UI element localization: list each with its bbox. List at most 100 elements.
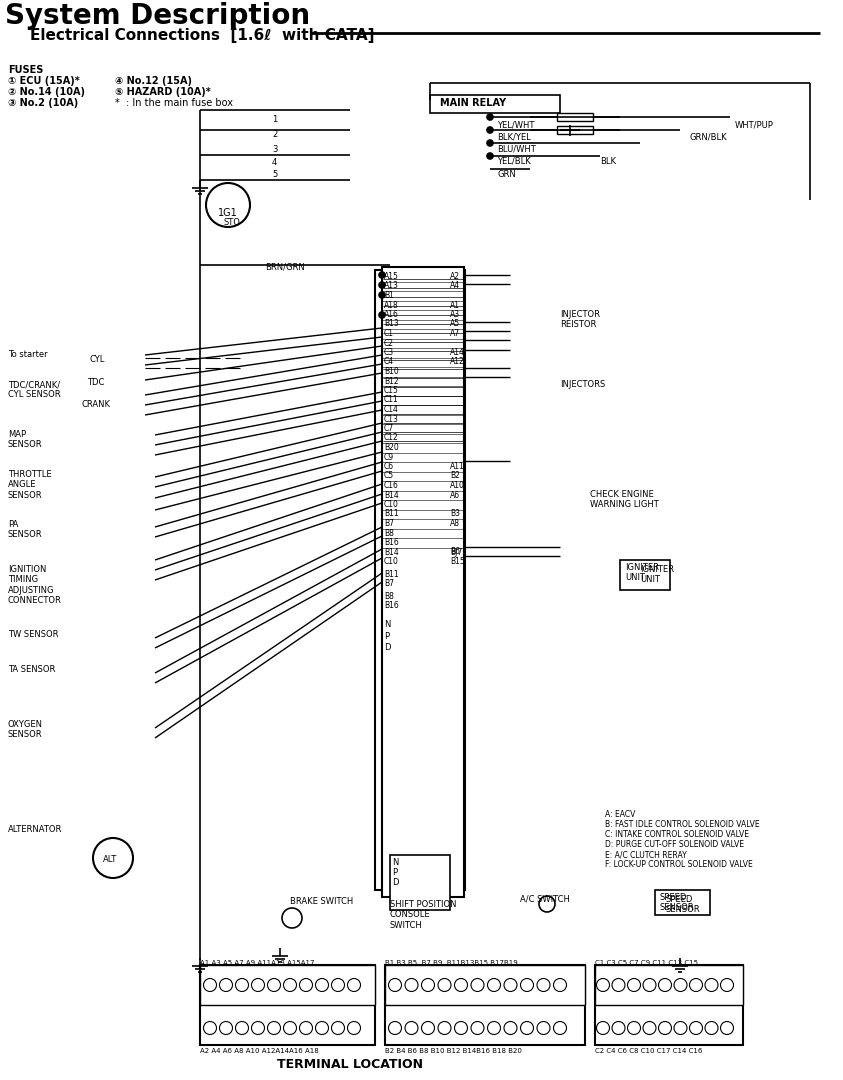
Text: 1G1: 1G1 — [218, 208, 238, 218]
Text: A18: A18 — [384, 300, 399, 310]
Text: B16: B16 — [384, 600, 399, 610]
Text: N: N — [392, 858, 399, 867]
Text: A: EACV: A: EACV — [605, 810, 636, 819]
Text: WHT/PUP: WHT/PUP — [735, 120, 774, 129]
Text: B14: B14 — [384, 548, 399, 557]
Text: B8: B8 — [384, 592, 394, 600]
Text: THROTTLE
ANGLE
SENSOR: THROTTLE ANGLE SENSOR — [8, 470, 51, 500]
Text: P: P — [392, 868, 397, 877]
Text: C1 C3 C5 C7 C9 C11 C13 C15: C1 C3 C5 C7 C9 C11 C13 C15 — [595, 960, 698, 966]
Text: YEL/WHT: YEL/WHT — [497, 120, 534, 129]
Text: C5: C5 — [384, 472, 395, 481]
Text: TERMINAL LOCATION: TERMINAL LOCATION — [277, 1058, 423, 1071]
Text: A16: A16 — [384, 310, 399, 319]
Text: C6: C6 — [384, 462, 395, 471]
Text: B3: B3 — [450, 510, 460, 518]
Text: IGNITER
UNIT: IGNITER UNIT — [625, 563, 659, 582]
Text: B1 B3 B5  B7 B9  B11B13B15 B17B19: B1 B3 B5 B7 B9 B11B13B15 B17B19 — [385, 960, 518, 966]
Text: PA
SENSOR: PA SENSOR — [8, 519, 43, 539]
Text: MAIN RELAY: MAIN RELAY — [440, 98, 506, 108]
Bar — [557, 113, 593, 121]
Text: GRN/BLK: GRN/BLK — [690, 133, 728, 141]
Text: YEL/BLK: YEL/BLK — [497, 157, 531, 166]
Text: A15: A15 — [384, 272, 399, 281]
Text: A8: A8 — [450, 519, 460, 528]
Bar — [390, 855, 450, 910]
Text: C15: C15 — [384, 386, 399, 395]
Text: A3: A3 — [450, 310, 460, 319]
Text: Electrical Connections  [1.6ℓ  with CATA]: Electrical Connections [1.6ℓ with CATA] — [30, 28, 374, 43]
Text: A14: A14 — [450, 348, 464, 357]
Text: B7: B7 — [384, 519, 394, 528]
Text: CYL: CYL — [90, 355, 105, 364]
Text: BLK: BLK — [600, 157, 616, 166]
Text: A13: A13 — [384, 282, 399, 291]
Text: *  : In the main fuse box: * : In the main fuse box — [115, 98, 233, 108]
Text: 4: 4 — [272, 158, 277, 167]
Bar — [655, 890, 710, 915]
Bar — [385, 966, 585, 1045]
Text: A/C SWITCH: A/C SWITCH — [520, 895, 570, 904]
Text: A12: A12 — [450, 357, 464, 366]
Text: 5: 5 — [272, 170, 277, 179]
Text: 1: 1 — [272, 114, 277, 124]
Text: A2: A2 — [450, 272, 460, 281]
Text: IGNITER
UNIT: IGNITER UNIT — [640, 565, 674, 584]
Text: C11: C11 — [384, 395, 399, 405]
Text: C10: C10 — [384, 500, 399, 509]
Bar — [595, 966, 743, 1005]
Text: A4: A4 — [450, 282, 460, 291]
Text: CHECK ENGINE
WARNING LIGHT: CHECK ENGINE WARNING LIGHT — [590, 490, 658, 510]
Text: ① ECU (15A)*: ① ECU (15A)* — [8, 76, 80, 86]
Text: IGNITION
TIMING
ADJUSTING
CONNECTOR: IGNITION TIMING ADJUSTING CONNECTOR — [8, 565, 62, 605]
Circle shape — [379, 282, 385, 288]
Text: BLK/YEL: BLK/YEL — [497, 133, 531, 141]
Text: BLU/WHT: BLU/WHT — [497, 145, 536, 154]
Text: B2: B2 — [450, 472, 460, 481]
Text: INJECTORS: INJECTORS — [560, 380, 605, 389]
Text: C12: C12 — [384, 433, 399, 443]
Text: A11: A11 — [450, 462, 464, 471]
Text: B2 B4 B6 B8 B10 B12 B14B16 B18 B20: B2 B4 B6 B8 B10 B12 B14B16 B18 B20 — [385, 1048, 522, 1054]
Text: TDC: TDC — [87, 378, 105, 387]
Text: B7: B7 — [384, 579, 394, 588]
Bar — [200, 966, 375, 1045]
Text: A2 A4 A6 A8 A10 A12A14A16 A18: A2 A4 A6 A8 A10 A12A14A16 A18 — [200, 1048, 319, 1054]
Text: A5: A5 — [450, 320, 460, 328]
Text: B16: B16 — [384, 538, 399, 546]
Text: D: D — [384, 643, 390, 652]
Text: B10: B10 — [384, 367, 399, 376]
Bar — [385, 966, 585, 1005]
Text: FUSES: FUSES — [8, 65, 43, 75]
Text: ALTERNATOR: ALTERNATOR — [8, 825, 62, 834]
Bar — [375, 270, 465, 890]
Text: BRN/GRN: BRN/GRN — [265, 262, 305, 271]
Circle shape — [379, 272, 385, 278]
Text: C2 C4 C6 C8 C10 C17 C14 C16: C2 C4 C6 C8 C10 C17 C14 C16 — [595, 1048, 702, 1054]
Text: B11: B11 — [384, 570, 399, 579]
Text: To starter: To starter — [8, 350, 47, 359]
Text: B20: B20 — [384, 443, 399, 453]
Circle shape — [487, 153, 493, 159]
Text: B13: B13 — [384, 320, 399, 328]
Text: F: LOCK-UP CONTROL SOLENOID VALVE: F: LOCK-UP CONTROL SOLENOID VALVE — [605, 860, 753, 869]
Text: ALT: ALT — [103, 855, 117, 864]
Text: STO: STO — [224, 218, 241, 227]
Text: A1 A3 A5 A7 A9 A11A13 A15A17: A1 A3 A5 A7 A9 A11A13 A15A17 — [200, 960, 314, 966]
Text: SHIFT POSITION
CONSOLE
SWITCH: SHIFT POSITION CONSOLE SWITCH — [390, 900, 457, 930]
Text: C: INTAKE CONTROL SOLENOID VALVE: C: INTAKE CONTROL SOLENOID VALVE — [605, 831, 749, 839]
Bar — [620, 561, 670, 590]
Text: BJ7: BJ7 — [450, 548, 462, 557]
Text: B1: B1 — [384, 291, 394, 300]
Text: N: N — [384, 620, 390, 629]
Text: C14: C14 — [384, 405, 399, 414]
Text: D: D — [392, 878, 399, 887]
Text: SPEED
SENSOR: SPEED SENSOR — [665, 895, 700, 915]
Circle shape — [379, 292, 385, 298]
Text: B11: B11 — [384, 510, 399, 518]
Text: E: A/C CLUTCH RERAY: E: A/C CLUTCH RERAY — [605, 850, 687, 859]
Text: B6: B6 — [450, 548, 460, 556]
Text: INJECTOR
REISTOR: INJECTOR REISTOR — [560, 310, 600, 329]
Bar — [595, 966, 743, 1045]
Text: 2: 2 — [272, 130, 277, 139]
